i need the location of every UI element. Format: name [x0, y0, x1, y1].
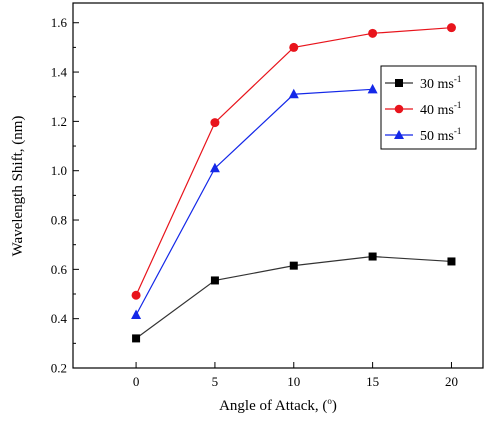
plot-area-frame — [72, 2, 484, 369]
data-point-triangle — [131, 309, 142, 319]
y-tick-label: 0.2 — [51, 361, 67, 376]
data-point-square — [368, 252, 377, 261]
data-point-circle — [289, 42, 299, 52]
x-tick-label: 0 — [133, 374, 140, 389]
x-tick-label: 20 — [445, 374, 458, 389]
series-layer — [131, 23, 456, 343]
data-point-triangle — [209, 162, 220, 173]
data-point-circle — [446, 23, 456, 33]
data-point-square — [289, 261, 298, 270]
data-point-triangle — [367, 83, 378, 94]
data-point-square — [447, 257, 456, 266]
y-tick-label: 0.8 — [51, 213, 67, 228]
x-tick-label: 15 — [366, 374, 379, 389]
y-tick-label: 1.4 — [51, 65, 68, 80]
ticks-layer: 0 5 10 15 20 0.2 0.4 0.6 0.8 1.0 1.2 1.4 1.6 — [51, 15, 458, 389]
data-point-square — [210, 276, 219, 285]
y-tick-label: 1.2 — [51, 114, 67, 129]
y-tick-label: 1.6 — [51, 15, 68, 30]
legend-label-30: 30 ms-1 — [420, 74, 461, 92]
legend-entry-30: 30 ms-1 — [385, 74, 461, 92]
legend-marker-triangle — [394, 130, 404, 139]
legend-marker-circle — [394, 104, 404, 114]
y-tick-label: 1.0 — [51, 163, 67, 178]
x-axis-title: Angle of Attack, (o) — [219, 396, 337, 414]
y-tick-label: 0.6 — [51, 262, 68, 277]
data-point-triangle — [288, 88, 299, 99]
legend-label-40: 40 ms-1 — [420, 100, 461, 118]
series-line-2 — [135, 88, 373, 316]
legend: 30 ms-1 40 ms-1 50 ms-1 — [380, 65, 477, 150]
data-point-circle — [210, 118, 220, 128]
legend-label-50: 50 ms-1 — [420, 126, 461, 144]
y-tick-label: 0.4 — [51, 311, 68, 326]
legend-entry-50: 50 ms-1 — [385, 126, 461, 144]
y-axis-title: Wavelength Shift, (nm) — [10, 116, 26, 257]
data-point-square — [132, 334, 141, 343]
data-point-circle — [131, 290, 141, 300]
x-tick-label: 10 — [287, 374, 300, 389]
x-tick-label: 5 — [212, 374, 219, 389]
data-point-circle — [368, 28, 378, 38]
legend-marker-square — [395, 79, 403, 87]
legend-entry-40: 40 ms-1 — [385, 100, 461, 118]
